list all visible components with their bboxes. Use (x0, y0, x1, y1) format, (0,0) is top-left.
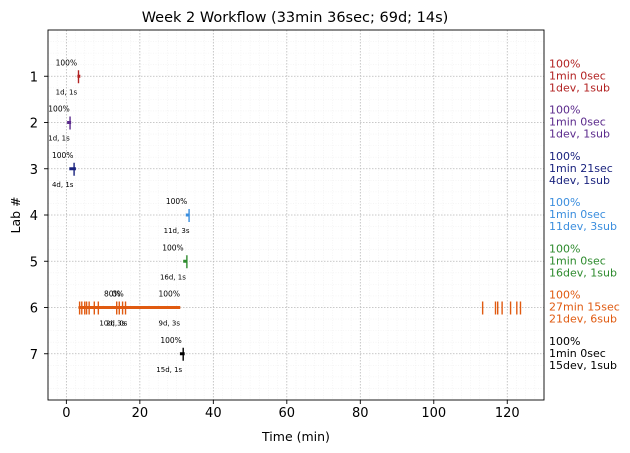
y-axis-label: Lab # (8, 196, 23, 233)
lab-4-detail-label: 11d, 3s (164, 227, 190, 235)
lab-1-summary-line: 1min 0sec (549, 69, 606, 82)
y-tick-label: 7 (30, 348, 38, 363)
x-tick-label: 40 (205, 406, 222, 421)
lab-1-detail-label: 1d, 1s (56, 88, 78, 96)
grid (47, 30, 545, 400)
lab-2-summary-line: 1dev, 1sub (549, 128, 610, 141)
y-tick-label: 6 (30, 302, 38, 317)
lab-6-detail-label: 2d, 0s (106, 320, 128, 328)
lab-6-pct-label: 80% (104, 290, 121, 299)
lab-6-detail-label: 10d, 3s (99, 320, 125, 328)
lab-4-pct-label: 100% (166, 197, 187, 206)
lab-6-summary-line: 27min 15sec (549, 301, 620, 314)
lab-7-pct-label: 100% (160, 336, 181, 345)
y-tick-label: 4 (30, 209, 38, 224)
axes: 0 20 40 60 80 100 120 1 2 3 4 5 6 7 (30, 29, 545, 421)
x-tick-label: 80 (352, 406, 369, 421)
lab-7-summary-line: 100% (549, 335, 580, 348)
y-tick-label: 2 (30, 117, 38, 132)
lab-3-summary-line: 4dev, 1sub (549, 174, 610, 187)
lab-5-summary-line: 16dev, 1sub (549, 266, 617, 279)
lab-2-pct-label: 100% (48, 105, 69, 114)
y-tick-label: 3 (30, 163, 38, 178)
lab-1-summary-line: 1dev, 1sub (549, 81, 610, 94)
lab-6-pct-label: 100% (159, 290, 180, 299)
lab-4-summary-line: 1min 0sec (549, 208, 606, 221)
chart-title: Week 2 Workflow (33min 36sec; 69d; 14s) (142, 10, 449, 26)
lab-6-summary-line: 21dev, 6sub (549, 313, 617, 326)
lab-4-summary-line: 11dev, 3sub (549, 220, 617, 233)
x-tick-label: 120 (495, 406, 520, 421)
y-tick-label: 1 (30, 70, 38, 85)
plot-area: 100% 1d, 1s 100% 1d, 1s 100% 4d, 1s 100% 11d, 3… (48, 58, 522, 374)
lab-6-summary-line: 100% (549, 289, 580, 302)
lab-3-summary-line: 1min 21sec (549, 162, 613, 175)
lab-4-summary-line: 100% (549, 196, 580, 209)
lab-1-pct-label: 100% (56, 58, 77, 67)
x-tick-label: 100 (421, 406, 446, 421)
lab-1-summary-line: 100% (549, 57, 580, 70)
lab-5-pct-label: 100% (162, 243, 183, 252)
lab-6-detail-label: 9d, 3s (159, 320, 181, 328)
lab-5-summary-line: 1min 0sec (549, 254, 606, 267)
lab-7-summary-line: 1min 0sec (549, 347, 606, 360)
lab-3-pct-label: 100% (52, 151, 73, 160)
x-axis-label: Time (min) (261, 429, 330, 444)
lab-7-detail-label: 15d, 1s (156, 366, 182, 374)
y-tick-label: 5 (30, 255, 38, 270)
lab-2-detail-label: 1d, 1s (48, 135, 70, 143)
lab-3-summary-line: 100% (549, 150, 580, 163)
lab-6-pct-label: 0% (112, 290, 124, 299)
x-tick-label: 60 (279, 406, 296, 421)
lab-7-summary-line: 15dev, 1sub (549, 359, 617, 372)
x-tick-label: 20 (132, 406, 149, 421)
lab-2-summary-line: 1min 0sec (549, 116, 606, 129)
lab-5-summary-line: 100% (549, 242, 580, 255)
x-tick-label: 0 (62, 406, 70, 421)
lab-3-detail-label: 4d, 1s (52, 181, 74, 189)
lab-2-summary-line: 100% (549, 104, 580, 117)
lab-5-detail-label: 16d, 1s (160, 273, 186, 281)
